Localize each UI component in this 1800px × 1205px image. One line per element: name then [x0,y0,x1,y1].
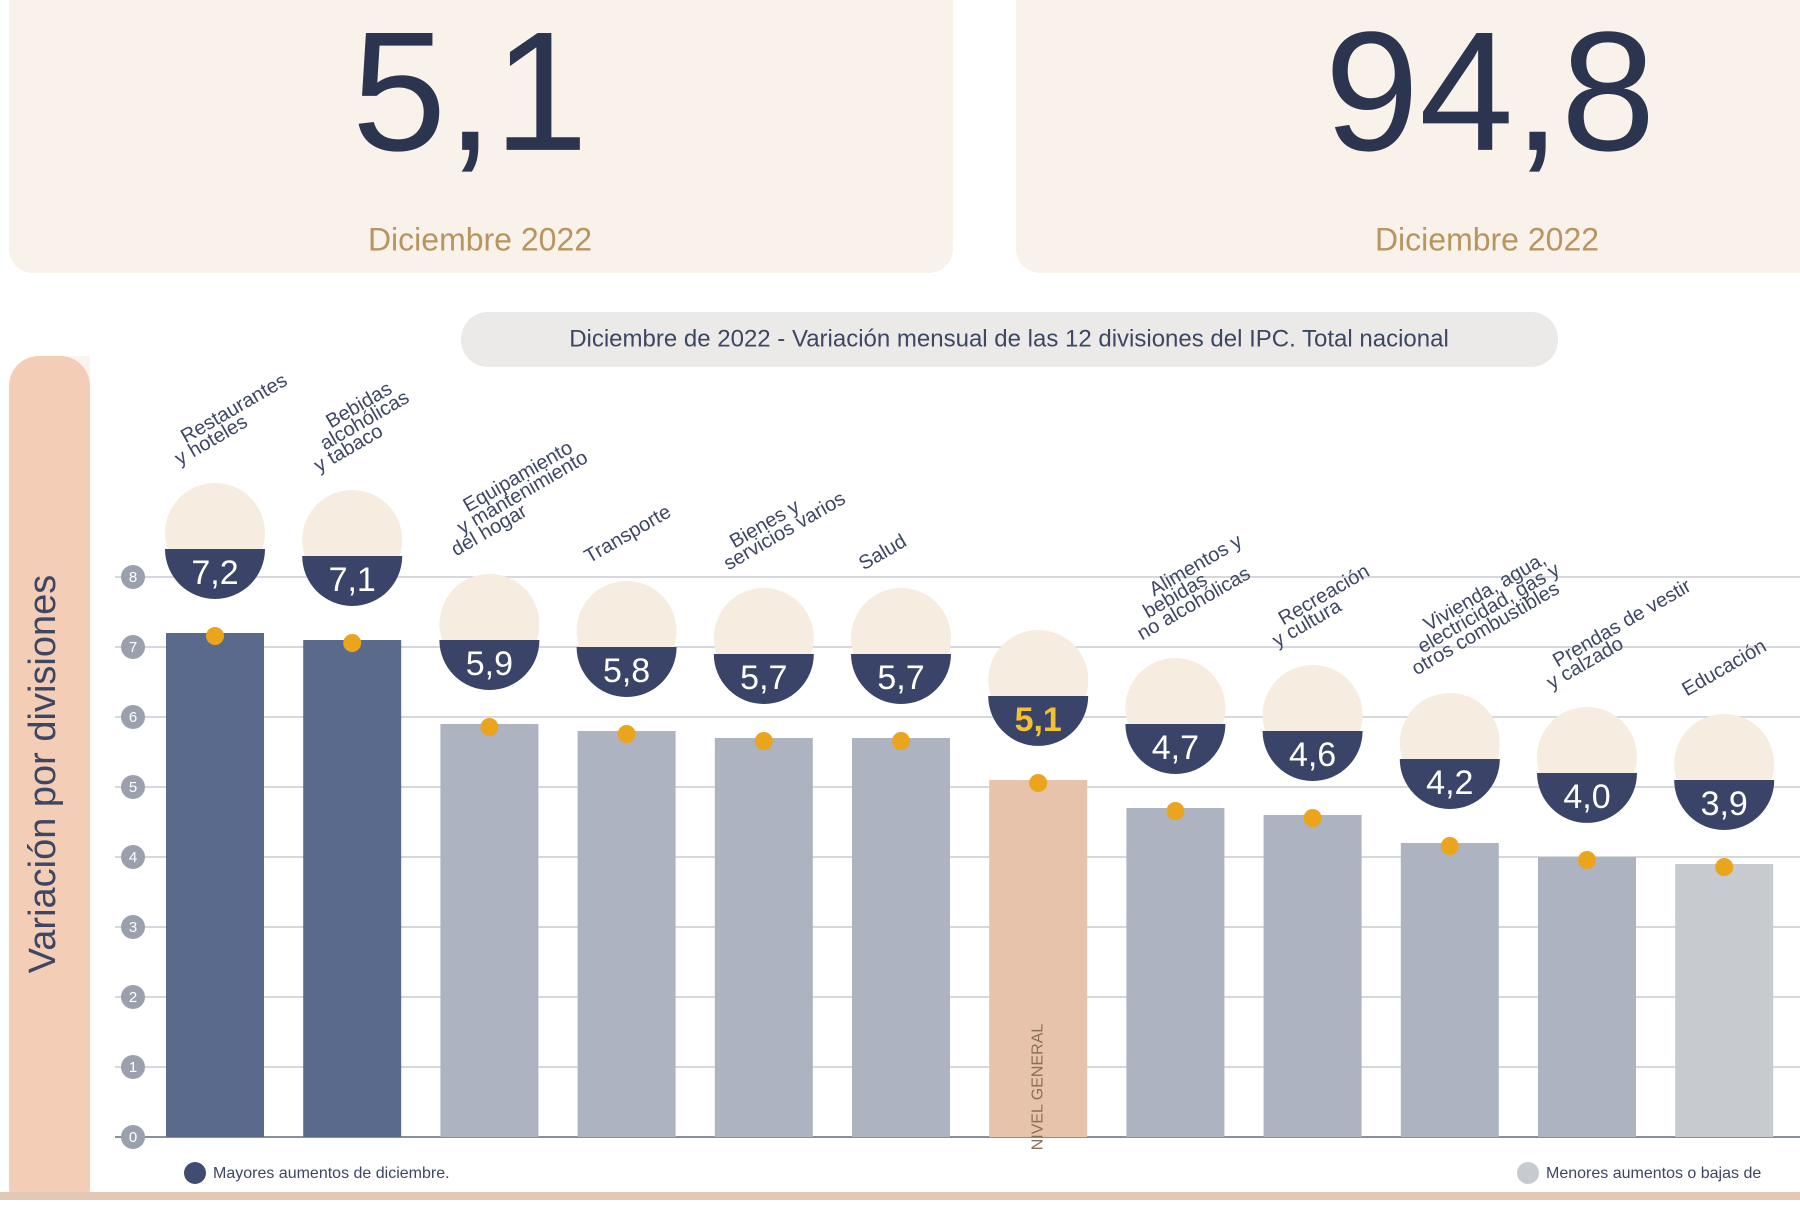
y-tick-label: 4 [129,849,137,866]
value-label: 5,8 [603,652,650,690]
bar-top-dot [1029,774,1048,792]
bar [577,731,676,1137]
card [1016,0,1800,273]
bar [1263,815,1362,1137]
y-tick-dot [121,705,145,729]
badge [851,654,951,704]
y-tick-label: 1 [129,1059,137,1076]
badge [1399,759,1500,809]
y-tick-label: 2 [129,989,137,1006]
y-tick-dot [121,635,145,659]
bar [989,780,1088,1137]
badge [1125,724,1226,774]
bar [1675,864,1774,1137]
bar [303,640,402,1137]
title-pill [461,312,1558,367]
badge [439,640,540,690]
y-tick-label: 3 [129,919,137,936]
badge [1537,773,1637,823]
bar-top-dot [754,732,773,750]
card-value: 5,1 [352,0,588,187]
badge [165,549,265,599]
value-label: 4,6 [1289,736,1336,774]
bar-top-dot [1715,858,1734,876]
value-label: 4,0 [1563,778,1610,816]
legend-label: Menores aumentos o bajas de [1546,1165,1761,1182]
value-label: 5,9 [466,645,513,683]
bar-top-dot [343,634,362,652]
bar [440,724,539,1137]
bar-top-dot [1303,809,1322,827]
y-tick-dot [121,565,145,589]
bar-top-dot [480,718,499,736]
y-tick-label: 0 [129,1129,137,1146]
badge [576,647,677,697]
y-tick-dot [121,985,145,1009]
y-band [9,356,90,1205]
legend-swatch [184,1162,206,1184]
y-tick-label: 5 [129,779,137,796]
badge [1262,731,1363,781]
value-label: 7,2 [191,554,238,592]
y-tick-label: 6 [129,709,137,726]
value-label: 4,7 [1152,729,1199,767]
bar-top-dot [1166,802,1185,820]
bar [1126,808,1225,1137]
y-tick-dot [121,845,145,869]
legend-swatch [1517,1162,1539,1184]
y-tick-dot [121,775,145,799]
bar-top-dot [617,725,636,743]
value-label: 5,7 [877,659,924,697]
card-label: Diciembre 2022 [1375,221,1599,257]
y-tick-dot [121,1055,145,1079]
value-label: 7,1 [329,561,376,599]
value-label: 5,1 [1015,701,1062,739]
value-label: 3,9 [1701,785,1748,823]
badge [302,556,403,606]
bar [1400,843,1499,1137]
bar-note: NIVEL GENERAL [1029,1024,1046,1151]
badge [1674,780,1775,830]
bar-top-dot [892,732,910,750]
bar [1538,857,1636,1137]
bar [852,738,950,1137]
card [9,0,953,273]
bar-top-dot [1578,851,1596,869]
legend-label: Mayores aumentos de diciembre. [213,1165,450,1182]
value-label: 5,7 [740,659,787,697]
bar-top-dot [1440,837,1459,855]
card-label: Diciembre 2022 [368,221,592,257]
y-tick-label: 7 [129,639,137,656]
bar-top-dot [206,627,224,645]
value-label: 4,2 [1426,764,1473,802]
y-tick-dot [121,915,145,939]
badge [713,654,814,704]
card-value: 94,8 [1325,0,1656,187]
bar [166,633,264,1137]
bar [714,738,813,1137]
y-axis-label: Variación por divisiones [22,575,64,974]
chart-title: Diciembre de 2022 - Variación mensual de… [569,325,1449,352]
y-tick-label: 8 [129,569,137,586]
y-tick-dot [121,1125,145,1149]
badge [988,696,1089,746]
